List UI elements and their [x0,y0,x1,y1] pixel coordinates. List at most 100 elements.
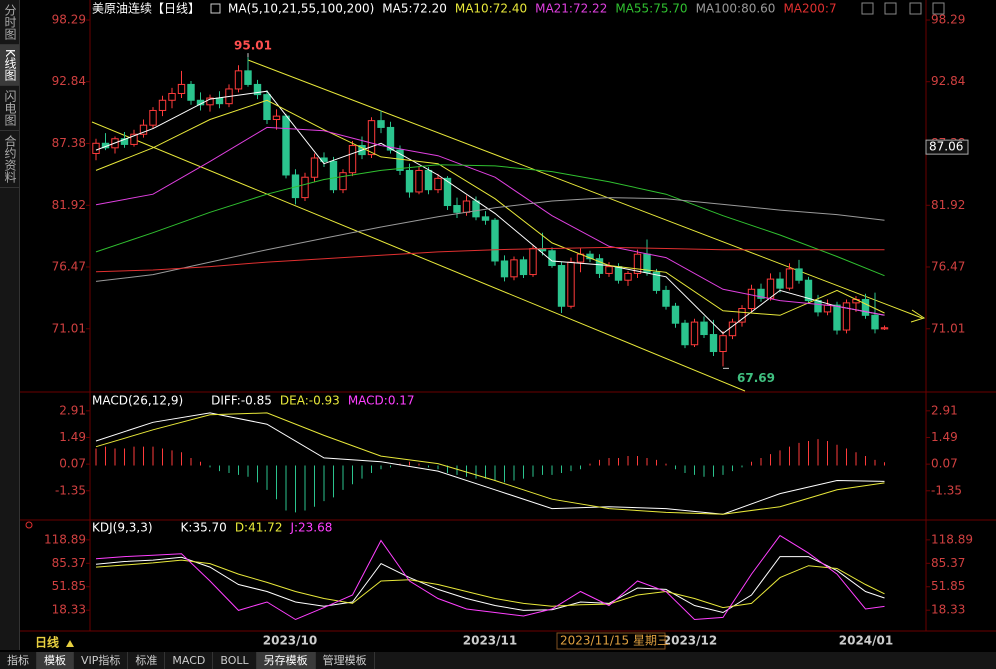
y-tick-label: 92.84 [52,74,86,88]
candle-body [158,99,167,111]
legend-label: MA21:72.22 [535,2,607,16]
candle-body [453,205,461,213]
bottom-tab[interactable]: 模板 [37,652,74,669]
y-tick-label: 85.37 [52,556,86,570]
y-tick-label: 2.91 [931,403,958,417]
candle-body [396,149,404,171]
bottom-tab[interactable]: 另存模板 [256,652,316,669]
candle-body [719,335,727,353]
trend-line [247,59,923,319]
icon[interactable] [861,2,874,15]
candle-body [405,169,414,193]
x-tick-label: 2023/11 [463,634,517,648]
y-tick-label: 51.85 [52,579,86,593]
indicator-line [95,534,885,621]
period-label: 日线 [35,635,59,650]
y-tick-label: 76.47 [931,259,965,273]
indicator-line [95,99,885,316]
candle-body [500,260,509,278]
candle-body [472,200,480,218]
y-tick-label: 81.92 [931,198,965,212]
candle-body [567,261,575,307]
candle-body [785,268,794,289]
candle-body [301,176,309,199]
y-tick-label: 1.49 [931,430,958,444]
trend-arrow [910,309,926,323]
chart: 98.2998.2992.8492.8487.3887.3881.9281.92… [20,0,996,650]
bottom-tab[interactable]: 标准 [128,652,166,669]
bottom-tab[interactable]: 指标 [0,652,37,669]
candle-body [510,259,518,278]
legend-label: MA200:7 [783,2,836,16]
x-tick-label: 2024/01 [839,634,893,648]
candle-body [871,314,879,330]
candle-body [795,268,803,281]
y-tick-label: 18.33 [931,603,965,617]
legend-label: MACD:0.17 [348,394,415,408]
candle-body [605,266,613,274]
y-tick-label: 0.07 [59,457,86,471]
icon[interactable] [210,3,221,14]
bottom-tab[interactable]: MACD [165,652,214,669]
indicator-line [95,90,885,335]
candle-body [339,172,347,191]
indicator-line [95,559,885,609]
candle-body [310,157,319,178]
y-tick-label: 92.84 [931,74,965,88]
legend-label: MACD(26,12,9) [92,394,183,408]
candle-body [481,216,490,221]
icon[interactable] [932,2,945,15]
candle-body [139,124,148,135]
candle-body [633,253,642,274]
candle-body [700,321,708,336]
y-tick-label: 76.47 [52,259,86,273]
sidebar-tab[interactable]: 分时图 [0,0,19,45]
candle-body [519,259,528,276]
bottom-tab[interactable]: 管理模板 [316,652,375,669]
candle-body [833,304,841,331]
candle-body [491,219,499,262]
candle-body [747,288,756,310]
bottom-tab[interactable]: VIP指标 [74,652,129,669]
candle-body [367,120,376,156]
legend-label: MA5:72.20 [382,2,447,16]
indicator-line [95,126,885,316]
sidebar-tab[interactable]: 闪电图 [0,86,19,131]
candle-body [348,145,357,174]
candle-body [434,177,442,191]
icon[interactable] [25,521,33,529]
crosshair-date-box [556,632,666,650]
candle-body [149,109,157,126]
candle-body [662,289,670,307]
candle-body [462,200,471,213]
sidebar-tab[interactable]: K线图 [0,45,19,86]
bottom-tab[interactable]: BOLL [213,652,257,669]
candle-body [272,115,281,121]
y-tick-label: 98.29 [52,13,86,27]
y-tick-label: 118.89 [931,532,973,546]
candle-body [253,83,262,96]
candle-body [681,322,689,346]
candle-body [329,160,338,191]
crosshair-date: 2023/11/15 星期三 [560,634,669,648]
candle-body [548,250,556,267]
candle-body [614,266,623,281]
sidebar: 分时图 K线图 闪电图 合约资料 [0,0,20,650]
sidebar-tab[interactable]: 合约资料 [0,131,19,188]
y-tick-label: 118.89 [44,532,86,546]
indicator-line [95,412,885,515]
legend-label: DIFF:-0.85 [211,394,272,408]
icon[interactable] [909,2,922,15]
x-tick-label: 2023/12 [663,634,717,648]
icon[interactable] [884,2,897,15]
y-tick-label: 87.38 [52,136,86,150]
y-tick-label: -1.35 [931,483,962,497]
y-tick-label: 71.01 [931,321,965,335]
candle-body [244,70,252,85]
legend-label: D:41.72 [235,521,283,535]
high-label: 95.01 [234,39,272,53]
candle-body [652,271,661,291]
legend-label: MA(5,10,21,55,100,200) [228,2,374,16]
legend-label: 美原油连续【日线】 [92,1,200,16]
